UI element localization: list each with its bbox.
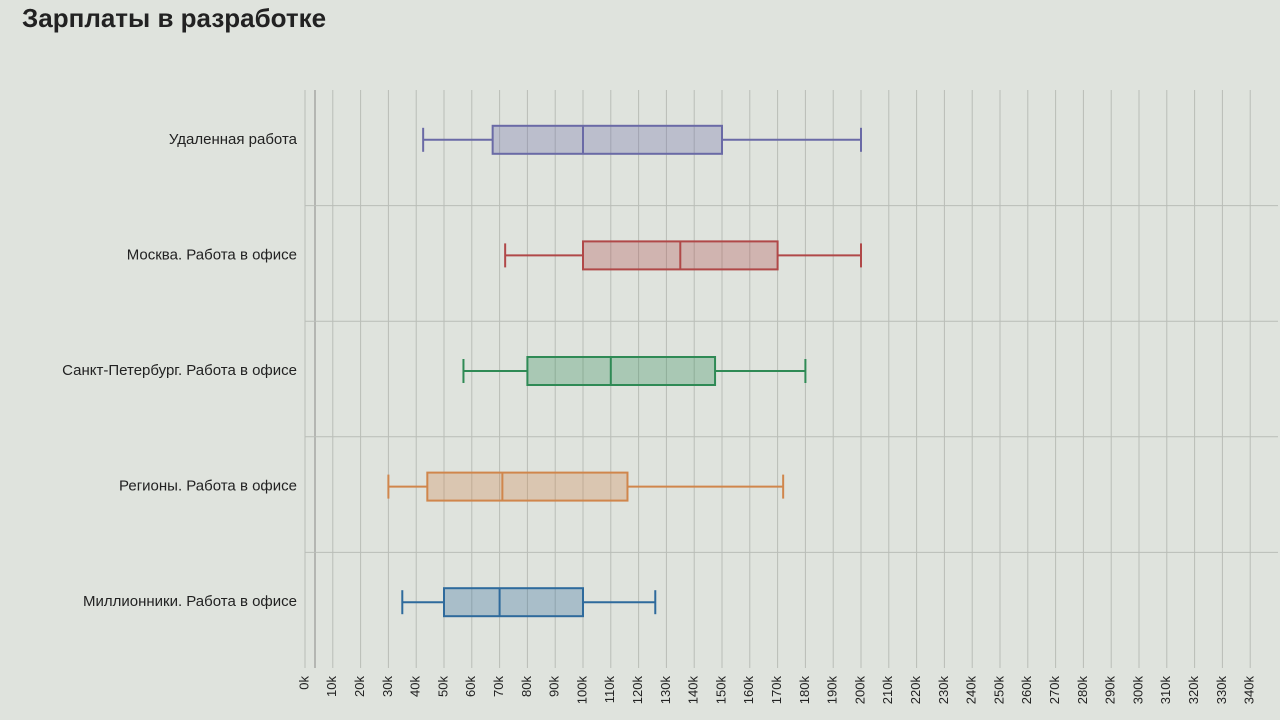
x-tick-label: 340k bbox=[1242, 676, 1257, 705]
category-label: Миллионники. Работа в офисе bbox=[83, 593, 297, 610]
x-tick-label: 80k bbox=[519, 676, 534, 697]
x-tick-label: 330k bbox=[1214, 676, 1229, 705]
box bbox=[491, 124, 723, 155]
x-tick-label: 60k bbox=[463, 676, 478, 697]
category-label: Санкт-Петербург. Работа в офисе bbox=[62, 362, 297, 379]
x-tick-label: 50k bbox=[435, 676, 450, 697]
x-tick-label: 230k bbox=[936, 676, 951, 705]
x-tick-label: 70k bbox=[491, 676, 506, 697]
category-label: Удаленная работа bbox=[169, 131, 298, 148]
category-label: Москва. Работа в офисе bbox=[127, 246, 297, 263]
box bbox=[526, 356, 717, 386]
x-tick-label: 270k bbox=[1047, 676, 1062, 705]
x-tick-label: 320k bbox=[1186, 676, 1201, 705]
x-tick-label: 0k bbox=[296, 676, 311, 690]
x-tick-label: 190k bbox=[825, 676, 840, 705]
x-tick-label: 220k bbox=[908, 676, 923, 705]
x-tick-label: 130k bbox=[658, 676, 673, 705]
box bbox=[443, 587, 584, 618]
x-tick-label: 280k bbox=[1075, 676, 1090, 705]
x-tick-label: 210k bbox=[880, 676, 895, 705]
x-tick-label: 140k bbox=[686, 676, 701, 705]
x-tick-label: 260k bbox=[1019, 676, 1034, 705]
x-tick-label: 90k bbox=[547, 676, 562, 697]
x-tick-label: 30k bbox=[380, 676, 395, 697]
x-tick-label: 180k bbox=[797, 676, 812, 705]
x-tick-label: 160k bbox=[741, 676, 756, 705]
x-tick-label: 120k bbox=[630, 676, 645, 705]
x-tick-label: 250k bbox=[991, 676, 1006, 705]
x-tick-label: 20k bbox=[352, 676, 367, 697]
x-tick-label: 110k bbox=[602, 676, 617, 704]
x-tick-label: 200k bbox=[852, 676, 867, 705]
x-tick-label: 100k bbox=[574, 676, 589, 705]
x-tick-label: 310k bbox=[1158, 676, 1173, 705]
x-tick-label: 290k bbox=[1103, 676, 1118, 705]
x-tick-label: 300k bbox=[1130, 676, 1145, 705]
x-tick-label: 240k bbox=[964, 676, 979, 705]
x-tick-label: 170k bbox=[769, 676, 784, 705]
x-tick-label: 10k bbox=[324, 676, 339, 697]
x-tick-label: 150k bbox=[713, 676, 728, 705]
x-tick-label: 40k bbox=[408, 676, 423, 697]
box bbox=[426, 471, 629, 502]
chart-title: Зарплаты в разработке bbox=[22, 3, 326, 33]
category-label: Регионы. Работа в офисе bbox=[119, 478, 297, 495]
